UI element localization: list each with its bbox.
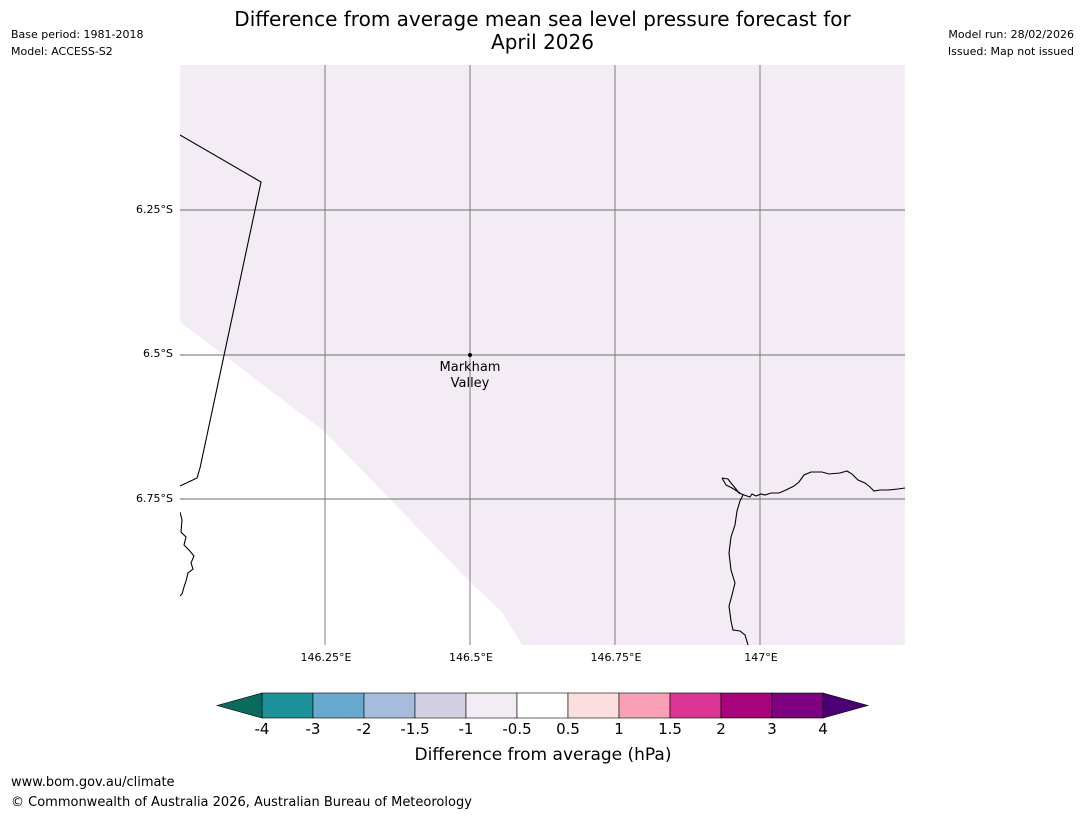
colorbar-tick-label: -3	[305, 720, 321, 738]
colorbar-bin	[720, 692, 773, 719]
colorbar-title: Difference from average (hPa)	[414, 745, 672, 765]
markham-valley-marker	[468, 353, 472, 357]
lat-label-6-25: 6.25°S	[136, 203, 173, 216]
footer-url: www.bom.gov.au/climate	[11, 775, 175, 790]
model-run-text: Model run: 28/02/2026	[948, 28, 1074, 41]
colorbar-bins	[215, 692, 870, 719]
map-panel	[180, 65, 905, 645]
coastline-west	[180, 511, 195, 597]
metadata-left: Base period: 1981-2018 Model: ACCESS-S2	[11, 26, 143, 60]
river-line	[728, 494, 749, 645]
place-label-markham-valley: Markham Valley	[410, 360, 530, 392]
title-line-2: April 2026	[491, 30, 594, 54]
lon-label-147: 147°E	[744, 651, 778, 664]
issued-text: Issued: Map not issued	[947, 45, 1074, 58]
colorbar-bin	[567, 692, 620, 719]
base-period-text: Base period: 1981-2018	[11, 28, 144, 41]
colorbar-extend-low	[215, 692, 263, 719]
colorbar-tick-label: -2	[356, 720, 372, 738]
place-label-line-2: Valley	[450, 376, 490, 391]
map-canvas	[180, 65, 905, 645]
lon-label-146-25: 146.25°E	[300, 651, 352, 664]
graticule	[180, 65, 905, 645]
colorbar-bin	[669, 692, 722, 719]
place-label-line-1: Markham	[439, 360, 501, 375]
colorbar-tick-label: 1.5	[658, 720, 682, 738]
colorbar-tick-label: -1.5	[400, 720, 430, 738]
colorbar-tick-label: -4	[254, 720, 270, 738]
colorbar-tick-label: -0.5	[502, 720, 532, 738]
footer-copyright: © Commonwealth of Australia 2026, Austra…	[11, 795, 472, 810]
border-line	[180, 134, 262, 487]
colorbar-tick-label: 1	[614, 720, 624, 738]
colorbar-bin	[516, 692, 569, 719]
lon-label-146-5: 146.5°E	[449, 651, 493, 664]
colorbar-bin	[312, 692, 365, 719]
model-text: Model: ACCESS-S2	[11, 45, 113, 58]
map-title: Difference from average mean sea level p…	[180, 8, 905, 54]
lat-label-6-75: 6.75°S	[136, 492, 173, 505]
coastline-east	[721, 470, 905, 498]
colorbar-bin	[771, 692, 824, 719]
title-line-1: Difference from average mean sea level p…	[234, 7, 851, 31]
colorbar-tick-label: -1	[458, 720, 474, 738]
colorbar-tick-label: 0.5	[556, 720, 580, 738]
colorbar-bin	[618, 692, 671, 719]
lat-label-6-5: 6.5°S	[143, 347, 173, 360]
colorbar-tick-label: 3	[767, 720, 777, 738]
coastline-east-nub	[721, 477, 741, 494]
colorbar	[215, 692, 870, 719]
colorbar-bin	[465, 692, 518, 719]
colorbar-tick-label: 4	[818, 720, 828, 738]
colorbar-tick-label: 2	[716, 720, 726, 738]
coastlines	[180, 134, 905, 645]
colorbar-extend-high	[822, 692, 870, 719]
lon-label-146-75: 146.75°E	[590, 651, 642, 664]
colorbar-bin	[414, 692, 467, 719]
metadata-right: Model run: 28/02/2026 Issued: Map not is…	[948, 26, 1074, 60]
colorbar-bin	[363, 692, 416, 719]
colorbar-bin	[261, 692, 314, 719]
